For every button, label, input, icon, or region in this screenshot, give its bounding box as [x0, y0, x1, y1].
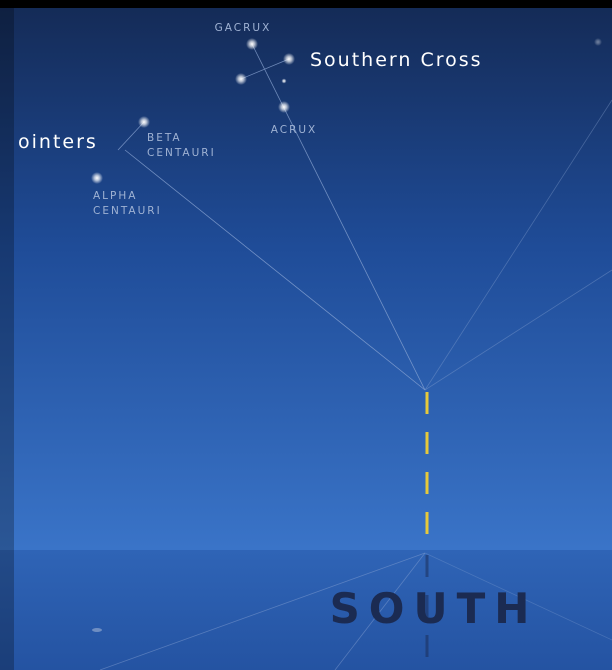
star-label: ALPHA [93, 190, 137, 202]
star [246, 38, 258, 50]
star-reflection [92, 628, 102, 632]
page: {"labels": {"gacrux": "GACRUX", "souther… [0, 0, 612, 670]
direction-label: SOUTH [330, 584, 539, 633]
star [594, 38, 602, 46]
star [278, 101, 290, 113]
star-label: GACRUX [215, 22, 272, 34]
star-label: CENTAURI [93, 205, 162, 217]
constellation-label: Southern Cross [310, 49, 483, 71]
star [282, 79, 287, 84]
star [235, 73, 247, 85]
star-label: BETA [147, 132, 182, 144]
left-edge [0, 8, 14, 670]
star-label: ACRUX [271, 124, 318, 136]
constellation-label: ointers [18, 131, 98, 153]
star [138, 116, 150, 128]
top-bar [0, 0, 612, 8]
star-label: CENTAURI [147, 147, 216, 159]
star [91, 172, 103, 184]
sky-diagram: GACRUX Southern Cross ACRUX ointers BETA… [0, 0, 612, 670]
sky [0, 0, 612, 550]
star [283, 53, 295, 65]
